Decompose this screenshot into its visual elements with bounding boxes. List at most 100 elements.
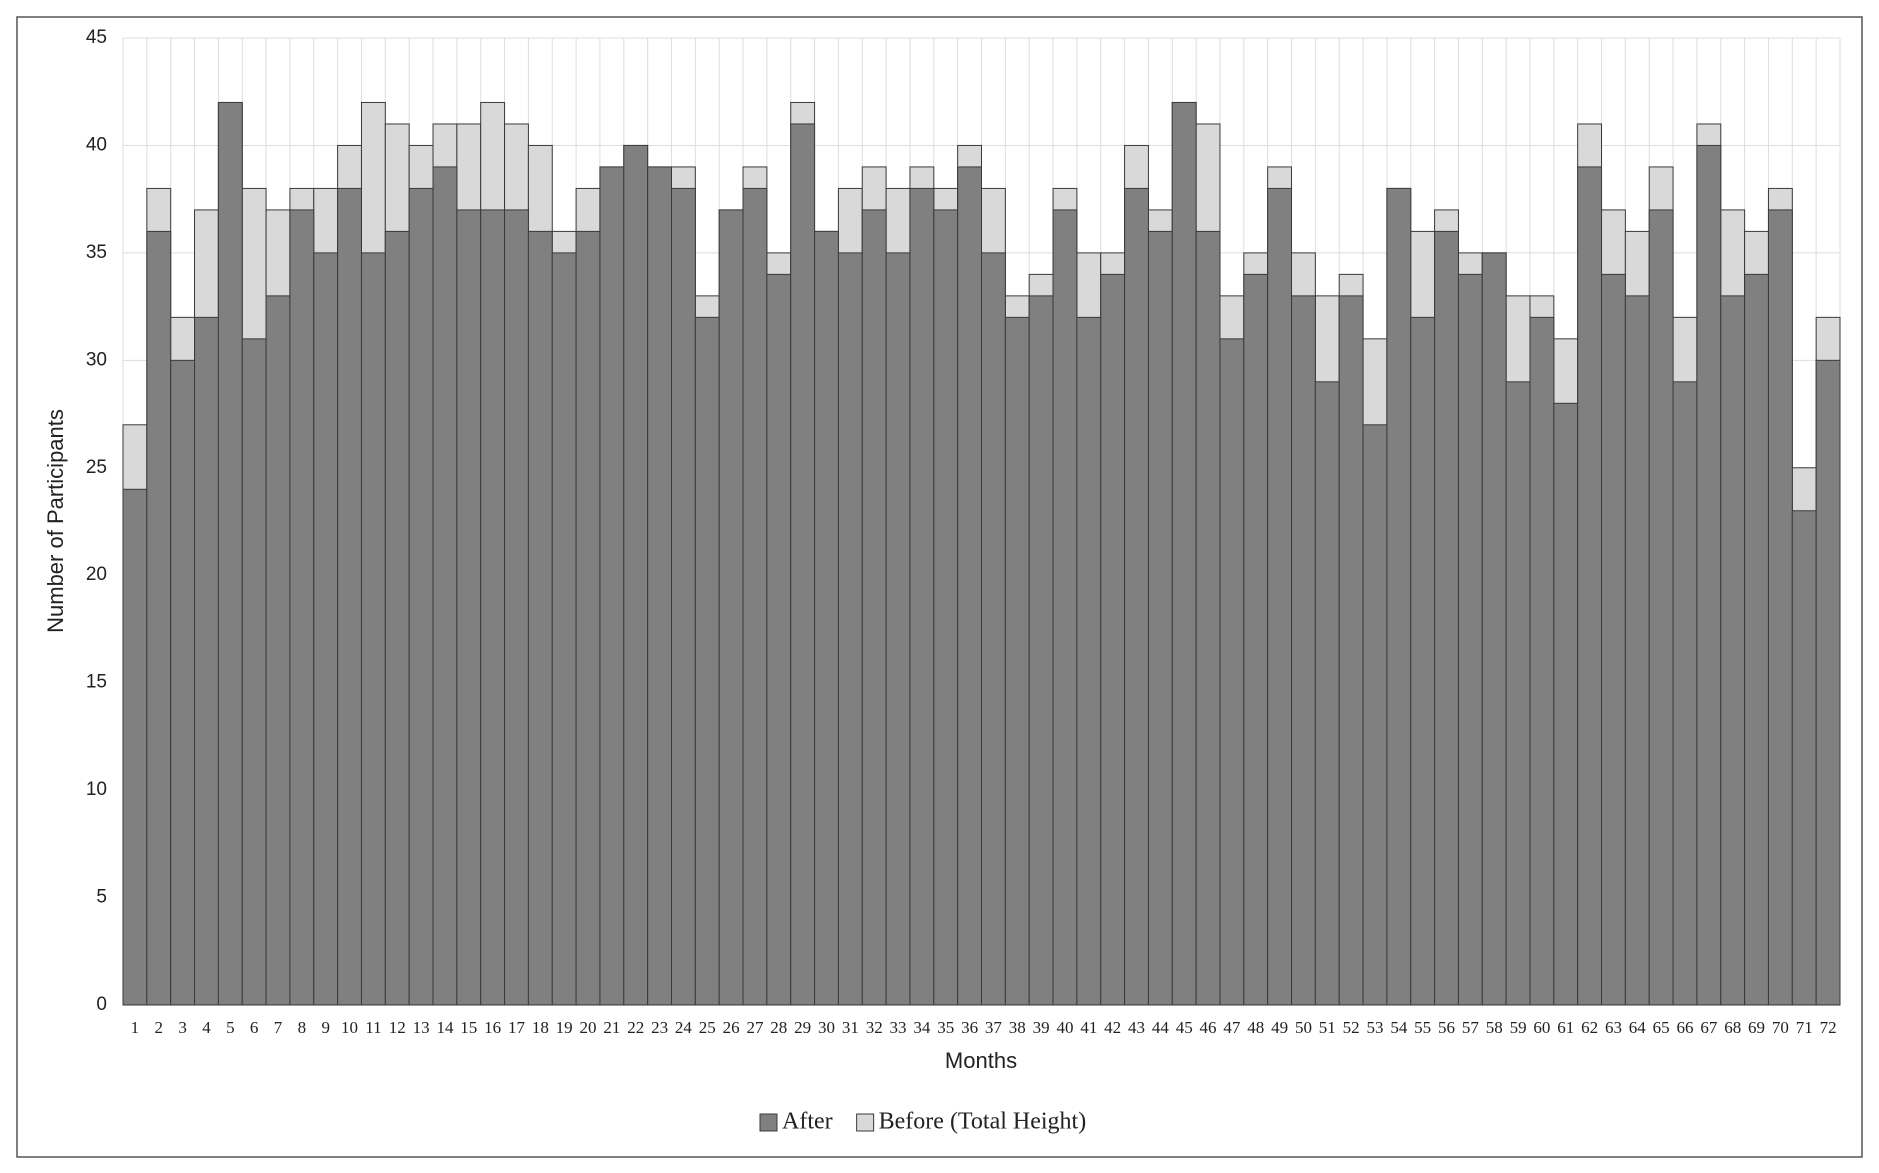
bar [599,166,625,1006]
x-tick-label: 5 [226,1018,235,1037]
x-tick-label: 43 [1128,1018,1145,1037]
bar [384,230,410,1006]
x-tick-label: 27 [746,1018,764,1037]
x-tick-label: 8 [298,1018,307,1037]
x-tick-label: 52 [1343,1018,1360,1037]
bar [670,187,696,1006]
x-tick-label: 23 [651,1018,668,1037]
x-tick-label: 51 [1319,1018,1336,1037]
x-tick-label: 13 [413,1018,430,1037]
x-tick-label: 22 [627,1018,644,1037]
x-tick-label: 26 [723,1018,740,1037]
bar [1744,273,1769,1006]
bar [790,123,816,1006]
x-tick-label: 31 [842,1018,859,1037]
bar [360,252,386,1006]
y-tick-label: 40 [86,134,107,155]
bar [527,230,553,1006]
x-tick-label: 34 [913,1018,931,1037]
x-tick-label: 36 [961,1018,978,1037]
x-tick-label: 37 [985,1018,1003,1037]
x-tick-label: 30 [818,1018,835,1037]
bar [1505,381,1531,1006]
bar [742,187,768,1006]
bar [1219,338,1245,1006]
bar [1696,144,1722,1006]
bar [1553,402,1579,1006]
x-tick-label: 49 [1271,1018,1288,1037]
y-axis-label: Number of Participants [43,409,68,633]
x-tick-label: 39 [1033,1018,1050,1037]
x-tick-label: 19 [556,1018,573,1037]
bar [814,230,839,1006]
x-tick-label: 61 [1557,1018,1574,1037]
x-tick-label: 46 [1200,1018,1217,1037]
bar [1267,187,1293,1006]
bar [551,252,577,1006]
bar [1171,101,1197,1006]
bar [1624,295,1650,1006]
x-tick-label: 58 [1486,1018,1503,1037]
x-tick-label: 24 [675,1018,693,1037]
x-tick-label: 25 [699,1018,716,1037]
x-tick-label: 54 [1390,1018,1408,1037]
bar [1243,273,1269,1006]
bar [1314,381,1340,1006]
y-tick-label: 35 [86,242,107,263]
x-tick-label: 60 [1533,1018,1550,1037]
bar [694,316,720,1006]
x-tick-label: 29 [794,1018,811,1037]
x-tick-label: 72 [1820,1018,1837,1037]
x-axis-label: Months [945,1048,1017,1073]
x-tick-label: 41 [1080,1018,1097,1037]
bar [1601,273,1626,1006]
x-tick-label: 14 [436,1018,454,1037]
x-tick-label: 6 [250,1018,259,1037]
bar [1147,230,1173,1006]
y-tick-label: 5 [96,887,107,908]
bar [837,252,863,1006]
legend-swatch [856,1113,875,1132]
bar [1791,510,1817,1006]
bar [933,209,959,1006]
bar [337,187,362,1006]
bar [1195,230,1221,1006]
legend-label: Before (Total Height) [879,1109,1087,1135]
bar [1338,295,1364,1006]
x-tick-label: 28 [770,1018,787,1037]
bar [408,187,434,1006]
bar [1577,166,1603,1006]
x-tick-label: 2 [155,1018,164,1037]
x-tick-label: 11 [365,1018,381,1037]
bar [1386,187,1412,1006]
y-tick-label: 20 [86,564,107,585]
x-tick-label: 44 [1152,1018,1170,1037]
y-tick-label: 0 [96,994,107,1015]
bar [1410,316,1436,1006]
bar [313,252,339,1006]
x-tick-label: 70 [1772,1018,1789,1037]
bar [170,359,196,1006]
bar [241,338,267,1006]
y-tick-label: 10 [86,779,107,800]
bar [146,230,172,1006]
bar [1648,209,1674,1006]
bar [504,209,529,1006]
bar [1124,187,1149,1006]
x-tick-label: 20 [580,1018,597,1037]
x-tick-label: 62 [1581,1018,1598,1037]
bar [575,230,601,1006]
bar [265,295,291,1006]
x-tick-label: 9 [321,1018,330,1037]
bar [1434,230,1459,1006]
bar [1720,295,1746,1006]
x-tick-label: 38 [1009,1018,1026,1037]
x-tick-label: 64 [1629,1018,1647,1037]
bar [647,166,672,1006]
bar [122,488,148,1006]
bar [909,187,935,1006]
x-tick-label: 66 [1676,1018,1693,1037]
legend-swatch [759,1113,778,1132]
x-tick-label: 4 [202,1018,211,1037]
